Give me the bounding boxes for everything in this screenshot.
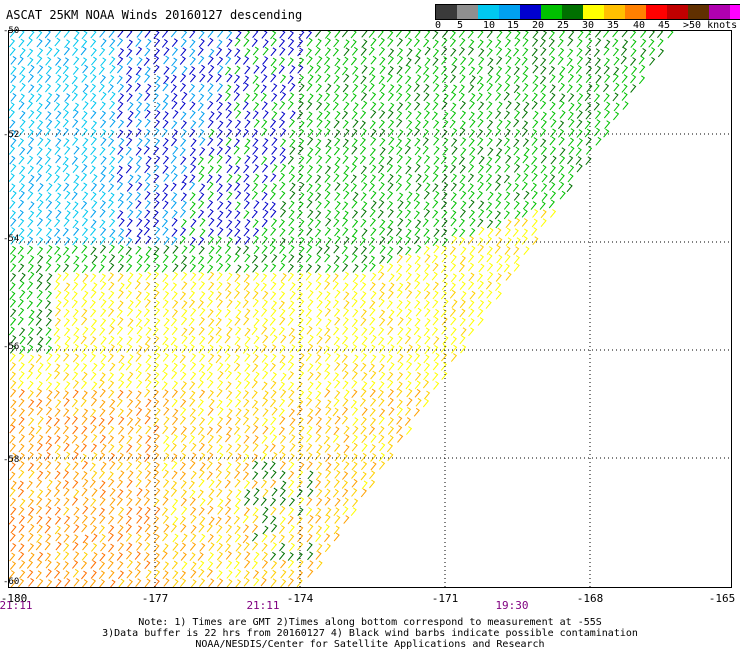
map-border xyxy=(8,30,732,588)
legend-label: 0 xyxy=(435,20,442,31)
legend-swatch xyxy=(625,5,646,19)
wind-speed-legend: 0 5 10 15 20 25 30 35 40 45 >50 knots xyxy=(435,4,740,34)
legend-label: >50 knots xyxy=(683,20,738,31)
legend-label: 5 xyxy=(457,20,464,31)
legend-swatch xyxy=(688,5,709,19)
legend-swatch xyxy=(583,5,604,19)
wind-barb-group xyxy=(8,388,161,588)
wind-barb-group xyxy=(9,209,547,588)
legend-swatch xyxy=(604,5,625,19)
legend-swatch xyxy=(457,5,478,19)
lat-label: -50 xyxy=(3,26,20,36)
legend-label: 40 xyxy=(633,20,646,31)
lat-label: -54 xyxy=(3,234,20,244)
lon-label: -168 xyxy=(576,592,604,605)
legend-swatch xyxy=(730,5,740,19)
legend-swatch xyxy=(667,5,688,19)
legend-swatch xyxy=(562,5,583,19)
wind-barb-map xyxy=(8,30,732,588)
legend-swatch xyxy=(709,5,730,19)
legend-label: 45 xyxy=(658,20,671,31)
lat-label: -52 xyxy=(3,130,20,140)
wind-barb-group xyxy=(8,30,116,246)
note-line: 3)Data buffer is 22 hrs from 20160127 4)… xyxy=(102,628,638,639)
legend-label: 15 xyxy=(507,20,520,31)
time-label: 19:30 xyxy=(495,599,529,612)
wind-barb-group xyxy=(116,30,313,246)
note-line: Note: 1) Times are GMT 2)Times along bot… xyxy=(138,617,602,628)
time-label: 21:11 xyxy=(246,599,280,612)
legend-swatch xyxy=(541,5,562,19)
legend-label: 30 xyxy=(582,20,595,31)
legend-label: 10 xyxy=(483,20,496,31)
legend-swatch xyxy=(478,5,499,19)
legend-swatch xyxy=(436,5,457,19)
wind-barb-group xyxy=(8,30,674,355)
grid-lines xyxy=(8,30,732,588)
legend-swatch xyxy=(499,5,520,19)
time-label: 21:11 xyxy=(0,599,33,612)
note-line: NOAA/NESDIS/Center for Satellite Applica… xyxy=(195,639,545,650)
legend-label: 20 xyxy=(532,20,545,31)
wind-barbs xyxy=(8,30,674,588)
legend-color-bar xyxy=(435,4,740,20)
lon-label: -174 xyxy=(286,592,314,605)
wind-barb-group xyxy=(9,30,233,247)
wind-barb-group xyxy=(8,388,421,588)
lat-label: -60 xyxy=(3,577,20,587)
lat-label: -58 xyxy=(3,455,20,465)
legend-swatch xyxy=(520,5,541,19)
map-canvas xyxy=(8,30,732,588)
map-title: ASCAT 25KM NOAA Winds 20160127 descendin… xyxy=(6,8,303,22)
wind-barb-group xyxy=(9,208,557,587)
lon-label: -180 xyxy=(0,592,28,605)
legend-label: 35 xyxy=(607,20,620,31)
lon-label: -165 xyxy=(708,592,736,605)
lon-label: -177 xyxy=(141,592,169,605)
legend-label: 25 xyxy=(557,20,570,31)
lat-label: -56 xyxy=(3,342,20,352)
legend-swatch xyxy=(646,5,667,19)
lon-label: -171 xyxy=(431,592,459,605)
